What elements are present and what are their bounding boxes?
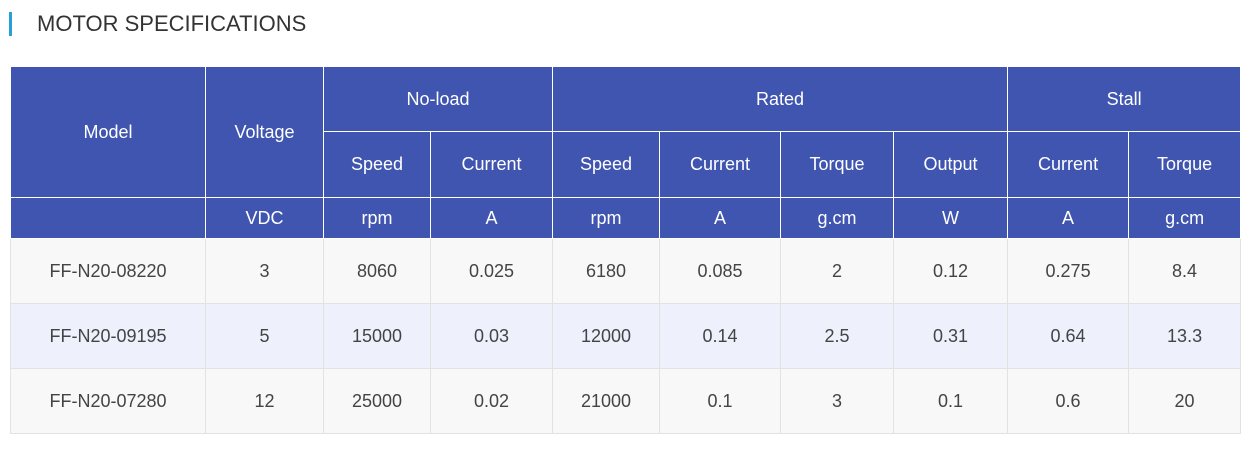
subheader-stall-torque: Torque (1128, 131, 1242, 198)
cell-noload-current: 0.025 (429, 238, 554, 304)
cell-model: FF-N20-08220 (10, 238, 206, 304)
unit-noload-current: A (429, 197, 554, 239)
unit-noload-speed: rpm (323, 197, 431, 239)
table-row: FF-N20-08220 3 8060 0.025 6180 0.085 2 0… (10, 238, 1242, 304)
cell-rated-torque: 2.5 (780, 303, 895, 369)
cell-stall-current: 0.6 (1007, 368, 1130, 434)
cell-model: FF-N20-07280 (10, 368, 206, 434)
cell-rated-current: 0.085 (659, 238, 782, 304)
unit-rated-torque: g.cm (780, 197, 895, 239)
cell-stall-torque: 8.4 (1128, 238, 1242, 304)
cell-voltage: 3 (205, 238, 324, 304)
unit-rated-output: W (893, 197, 1009, 239)
table-row: FF-N20-07280 12 25000 0.02 21000 0.1 3 0… (10, 368, 1242, 434)
cell-rated-speed: 6180 (552, 238, 661, 304)
cell-noload-speed: 8060 (323, 238, 431, 304)
unit-rated-speed: rpm (552, 197, 661, 239)
cell-model: FF-N20-09195 (10, 303, 206, 369)
header-model: Model (10, 66, 206, 198)
unit-stall-current: A (1007, 197, 1130, 239)
subheader-noload-speed: Speed (323, 131, 431, 198)
cell-rated-torque: 3 (780, 368, 895, 434)
cell-noload-current: 0.03 (429, 303, 554, 369)
cell-stall-current: 0.64 (1007, 303, 1130, 369)
cell-voltage: 5 (205, 303, 324, 369)
section-title: MOTOR SPECIFICATIONS (9, 11, 306, 37)
cell-noload-speed: 15000 (323, 303, 431, 369)
page-title: MOTOR SPECIFICATIONS (37, 11, 307, 36)
unit-rated-current: A (659, 197, 782, 239)
header-stall: Stall (1007, 66, 1242, 132)
cell-rated-speed: 21000 (552, 368, 661, 434)
motor-spec-table: Model Voltage No-load Rated Stall Speed … (10, 66, 1242, 434)
subheader-rated-current: Current (659, 131, 782, 198)
subheader-rated-torque: Torque (780, 131, 895, 198)
unit-stall-torque: g.cm (1128, 197, 1242, 239)
cell-noload-speed: 25000 (323, 368, 431, 434)
subheader-stall-current: Current (1007, 131, 1130, 198)
header-noload: No-load (322, 66, 554, 132)
header-rated: Rated (552, 66, 1009, 132)
cell-rated-current: 0.1 (659, 368, 782, 434)
cell-stall-torque: 13.3 (1128, 303, 1242, 369)
subheader-noload-current: Current (429, 131, 554, 198)
cell-rated-output: 0.1 (893, 368, 1009, 434)
subheader-rated-output: Output (893, 131, 1009, 198)
unit-voltage: VDC (205, 197, 324, 239)
cell-stall-current: 0.275 (1007, 238, 1130, 304)
unit-empty (10, 197, 206, 239)
title-accent-bar (9, 12, 12, 36)
subheader-rated-speed: Speed (552, 131, 661, 198)
cell-stall-torque: 20 (1128, 368, 1242, 434)
cell-rated-current: 0.14 (659, 303, 782, 369)
cell-rated-output: 0.31 (893, 303, 1009, 369)
cell-rated-speed: 12000 (552, 303, 661, 369)
cell-voltage: 12 (205, 368, 324, 434)
table-row: FF-N20-09195 5 15000 0.03 12000 0.14 2.5… (10, 303, 1242, 369)
cell-rated-output: 0.12 (893, 238, 1009, 304)
cell-noload-current: 0.02 (429, 368, 554, 434)
header-voltage: Voltage (205, 66, 324, 198)
cell-rated-torque: 2 (780, 238, 895, 304)
